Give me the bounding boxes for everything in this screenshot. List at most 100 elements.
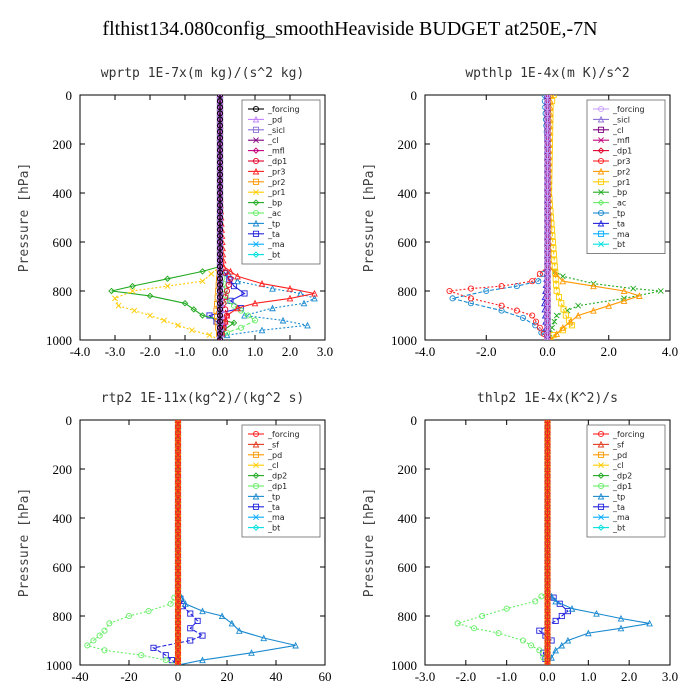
series-forcing-marker [216,153,224,160]
series-tp-marker [248,649,255,656]
series-forcing-marker [544,588,551,595]
series-ta-marker [558,612,565,620]
series-dp1-marker [223,312,231,319]
series-tp-marker [564,636,572,644]
series-forcing-marker [216,202,224,209]
series-forcing-marker [544,594,551,601]
series-tp-marker [292,641,299,649]
series-forcing-marker [174,508,182,515]
legend-ta-label: _ta [267,503,280,512]
series-pr1-marker [551,257,558,264]
legend-forcing-marker [597,430,605,438]
series-forcing-marker [544,441,551,448]
series-forcing-marker [216,294,224,301]
series-pr2-marker [559,324,567,331]
legend-forcing-label: _forcing [612,105,645,114]
series-forcing-marker [544,116,551,123]
series-pr2-marker [552,270,560,277]
series-pr1-marker [175,322,181,329]
series-tp-marker [552,597,559,605]
panel-wprtp: wprtp 1E-7x(m kg)/(s^2 kg) Pressure [hPa]… [17,66,333,359]
legend-pr2-label: _pr2 [612,167,630,176]
series-forcing-marker [174,533,182,540]
legend-bt-label: _bt [267,524,280,533]
y-tick-label: 600 [398,560,418,575]
series-forcing-marker [544,251,551,258]
series-forcing-marker [544,557,551,564]
legend-dp1-label: _dp1 [612,482,632,491]
legend-pr3-marker [597,157,605,165]
y-tick-label: 400 [53,186,73,201]
series-forcing-marker [544,570,551,577]
series-pr2-marker [590,282,597,290]
series-pr1 [112,95,223,340]
series-bp-marker [657,288,664,294]
series-tp-marker [535,278,542,285]
series-forcing-marker [544,655,551,662]
plot-area [446,95,664,340]
series-pr1-marker [189,327,195,334]
series-pr1-marker [552,269,559,276]
series-bp-marker [190,306,197,313]
y-axis-label: Pressure [hPa] [362,488,377,598]
series-forcing-marker [544,95,551,99]
y-tick-label: 200 [53,137,73,152]
series-forcing-marker [544,521,551,528]
series-forcing-marker [174,521,182,528]
series-tp-marker [269,304,276,312]
series-forcing-marker [174,588,182,595]
series-pr3-marker [311,289,318,297]
series-forcing-marker [216,281,224,288]
series-forcing-marker [174,447,182,454]
series-dp1-marker [84,642,91,649]
series-forcing-marker [544,423,551,430]
series-forcing-marker [544,330,551,337]
series-ac-marker [230,302,238,309]
legend-cl-label: _cl [267,461,279,470]
series-tp-marker [585,629,592,637]
y-tick-label: 0 [66,88,73,103]
series-tp-marker [235,627,243,634]
series-forcing [216,95,224,340]
series-bp-marker [164,275,171,282]
series-bp-marker [108,287,115,295]
legend-cl-label: _cl [267,136,279,145]
plot-frame [79,94,326,341]
series-forcing-marker [174,484,182,491]
series-forcing-marker [544,631,551,638]
series-bp-marker [146,292,154,300]
x-tick-label: 4.0 [662,344,678,359]
series-forcing-marker [216,134,224,141]
legend-ac-marker [252,209,260,217]
series-forcing-marker [174,539,182,546]
legend-tp-label: _tp [612,209,625,218]
y-tick-label: 400 [53,511,73,526]
series-forcing-marker [544,202,551,209]
legend-cl-marker [597,126,605,133]
series-forcing-marker [544,183,551,190]
series-forcing-marker [544,122,551,129]
legend-dp1-marker [252,157,260,165]
series-dp1-marker [162,657,169,664]
series-tp-marker [593,609,600,617]
series-forcing-marker [174,619,182,626]
legend-bp-label: _bp [267,199,282,208]
legend-tp-marker [252,492,260,500]
series-forcing-marker [174,661,182,665]
series-forcing-marker [544,472,551,479]
series-forcing-marker [544,600,551,607]
legend-pr2-marker [597,167,605,175]
series-dp1 [84,420,182,665]
series-forcing-marker [544,551,551,558]
series-ta [206,95,248,340]
x-tick-label: 3.0 [317,344,333,359]
y-tick-label: 600 [398,235,418,250]
series-ta [536,420,571,665]
legend-cl-label: _cl [612,461,624,470]
series-tp-marker [234,277,241,285]
series-forcing-marker [544,147,551,154]
series-tp-marker [279,316,287,324]
series-forcing-marker [216,324,224,331]
series-forcing-marker [544,318,551,325]
legend-ma-marker [597,230,605,237]
